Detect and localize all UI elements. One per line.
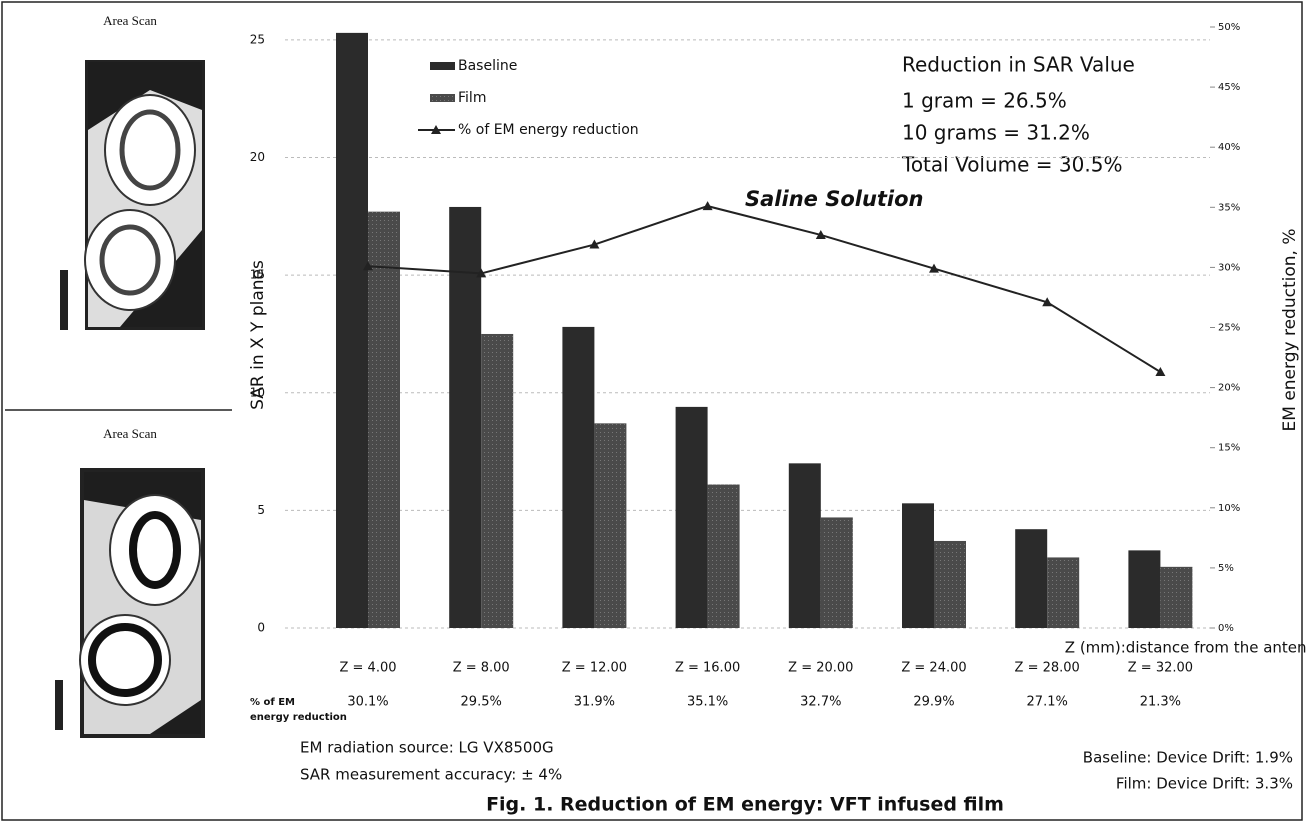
note: Baseline: Device Drift: 1.9% (1083, 749, 1293, 767)
y-axis-label: SAR in X Y planes (248, 260, 268, 410)
value-label: 29.9% (913, 695, 954, 710)
y2-tick-label: 15% (1218, 443, 1240, 454)
marker (589, 239, 600, 249)
marker (702, 201, 713, 211)
bar (675, 406, 708, 628)
marker (1155, 366, 1166, 376)
x-tick-label: Z = 28.00 (1015, 661, 1080, 676)
x-axis-label: Z (mm):distance from the antenna (1065, 639, 1307, 657)
y2-tick-label: 50% (1218, 22, 1240, 33)
y-tick-label: 10 (250, 385, 265, 399)
x-tick-label: Z = 24.00 (901, 661, 966, 676)
note: EM radiation source: LG VX8500G (300, 739, 554, 757)
bar (368, 211, 400, 628)
chart-title: Fig. 1. Reduction of EM energy: VFT infu… (486, 794, 1004, 816)
x-tick-label: Z = 12.00 (562, 661, 627, 676)
legend-label: Film (458, 90, 486, 106)
note: Film: Device Drift: 3.3% (1116, 775, 1293, 793)
y2-axis-label: EM energy reduction, % (1280, 229, 1300, 432)
value-label: 30.1% (347, 695, 388, 710)
legend-marker (431, 125, 441, 134)
scan-label: Area Scan (103, 13, 157, 28)
y-tick-label: 0 (257, 621, 265, 635)
annotation: 1 gram = 26.5% (902, 89, 1067, 113)
y2-tick-label: 25% (1218, 323, 1240, 334)
y2-tick-label: 10% (1218, 503, 1240, 514)
bar (902, 503, 934, 628)
y2-tick-label: 20% (1218, 383, 1240, 394)
marker (815, 229, 826, 239)
value-label: 32.7% (800, 695, 841, 710)
legend-label: Baseline (458, 58, 517, 74)
y-tick-label: 25 (250, 32, 265, 46)
legend-swatch (430, 62, 455, 70)
annotation: Total Volume = 30.5% (901, 153, 1122, 177)
bar (481, 333, 514, 628)
bar (594, 423, 627, 628)
x-tick-label: Z = 16.00 (675, 661, 740, 676)
y2-tick-label: 40% (1218, 142, 1240, 153)
value-label: 35.1% (687, 695, 728, 710)
bar (788, 463, 821, 628)
row-label: energy reduction (250, 712, 347, 723)
x-tick-label: Z = 32.00 (1128, 661, 1193, 676)
annotation: Reduction in SAR Value (902, 53, 1135, 77)
y-tick-label: 15 (250, 268, 265, 282)
y2-tick-label: 35% (1218, 202, 1240, 213)
y-tick-label: 5 (257, 503, 265, 517)
x-tick-label: Z = 4.00 (339, 661, 396, 676)
line (367, 205, 1161, 373)
legend-swatch (430, 94, 455, 102)
note: SAR measurement accuracy: ± 4% (300, 766, 562, 784)
x-tick-label: Z = 8.00 (453, 661, 510, 676)
value-label: 21.3% (1140, 695, 1181, 710)
bar (449, 206, 482, 629)
row-label: % of EM (250, 697, 295, 708)
y2-tick-label: 5% (1218, 563, 1234, 574)
annotation: Saline Solution (745, 187, 924, 211)
y-tick-label: 20 (250, 150, 265, 164)
scan-panels (5, 60, 232, 738)
bar (1128, 550, 1161, 628)
y2-tick-label: 30% (1218, 262, 1240, 273)
scan-label: Area Scan (103, 426, 157, 441)
bar (934, 540, 966, 628)
marker (929, 263, 939, 273)
bar (336, 32, 368, 629)
y2-tick-label: 0% (1218, 623, 1234, 634)
bar (562, 326, 595, 628)
marker (363, 261, 373, 271)
bar (1015, 529, 1048, 628)
marker (1042, 297, 1053, 307)
x-tick-label: Z = 20.00 (788, 661, 853, 676)
bar (1160, 566, 1193, 628)
value-label: 27.1% (1027, 695, 1068, 710)
legend-label: % of EM energy reduction (458, 122, 639, 138)
value-label: 31.9% (574, 695, 615, 710)
bar (1047, 557, 1080, 628)
annotation: 10 grams = 31.2% (902, 121, 1090, 145)
y2-tick-label: 45% (1218, 82, 1240, 93)
value-label: 29.5% (461, 695, 502, 710)
bar (820, 517, 853, 628)
bar (707, 484, 740, 628)
marker (476, 268, 487, 278)
